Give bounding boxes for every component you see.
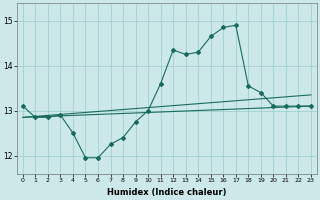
X-axis label: Humidex (Indice chaleur): Humidex (Indice chaleur) <box>107 188 227 197</box>
